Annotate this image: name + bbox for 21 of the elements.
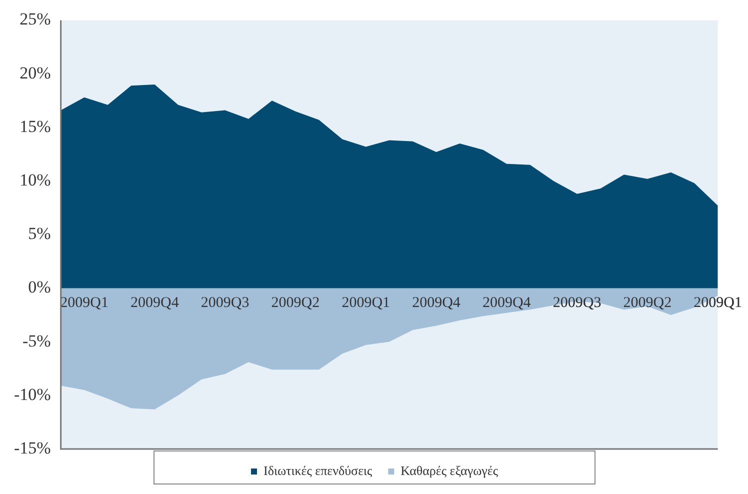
x-tick-label: 2009Q3 [200,295,250,312]
x-tick-label: 2009Q1 [694,295,742,312]
legend-label: Ιδιωτικές επενδύσεις [263,462,374,478]
y-tick-label: 0% [28,278,51,297]
x-tick-label: 2009Q4 [482,295,532,312]
x-tick-label: 2009Q1 [60,295,108,312]
y-tick-label: 5% [28,224,51,244]
y-tick-label: -15% [14,438,51,458]
y-tick-label: 15% [20,116,51,136]
x-tick-label: 2009Q4 [130,295,180,312]
x-tick-label: 2009Q3 [552,295,602,312]
y-tick-label: 20% [20,63,51,82]
legend-label: Καθαρές εξαγωγές [400,462,499,478]
y-tick-label: -5% [22,331,51,350]
x-tick-label: 2009Q2 [271,295,320,312]
y-tick-label: 25% [20,10,51,29]
x-tick-label: 2009Q2 [623,295,672,312]
x-tick-label: 2009Q1 [342,295,390,312]
y-tick-label: 10% [20,170,51,190]
y-tick-label: -10% [14,384,51,404]
x-tick-label: 2009Q4 [412,295,461,312]
